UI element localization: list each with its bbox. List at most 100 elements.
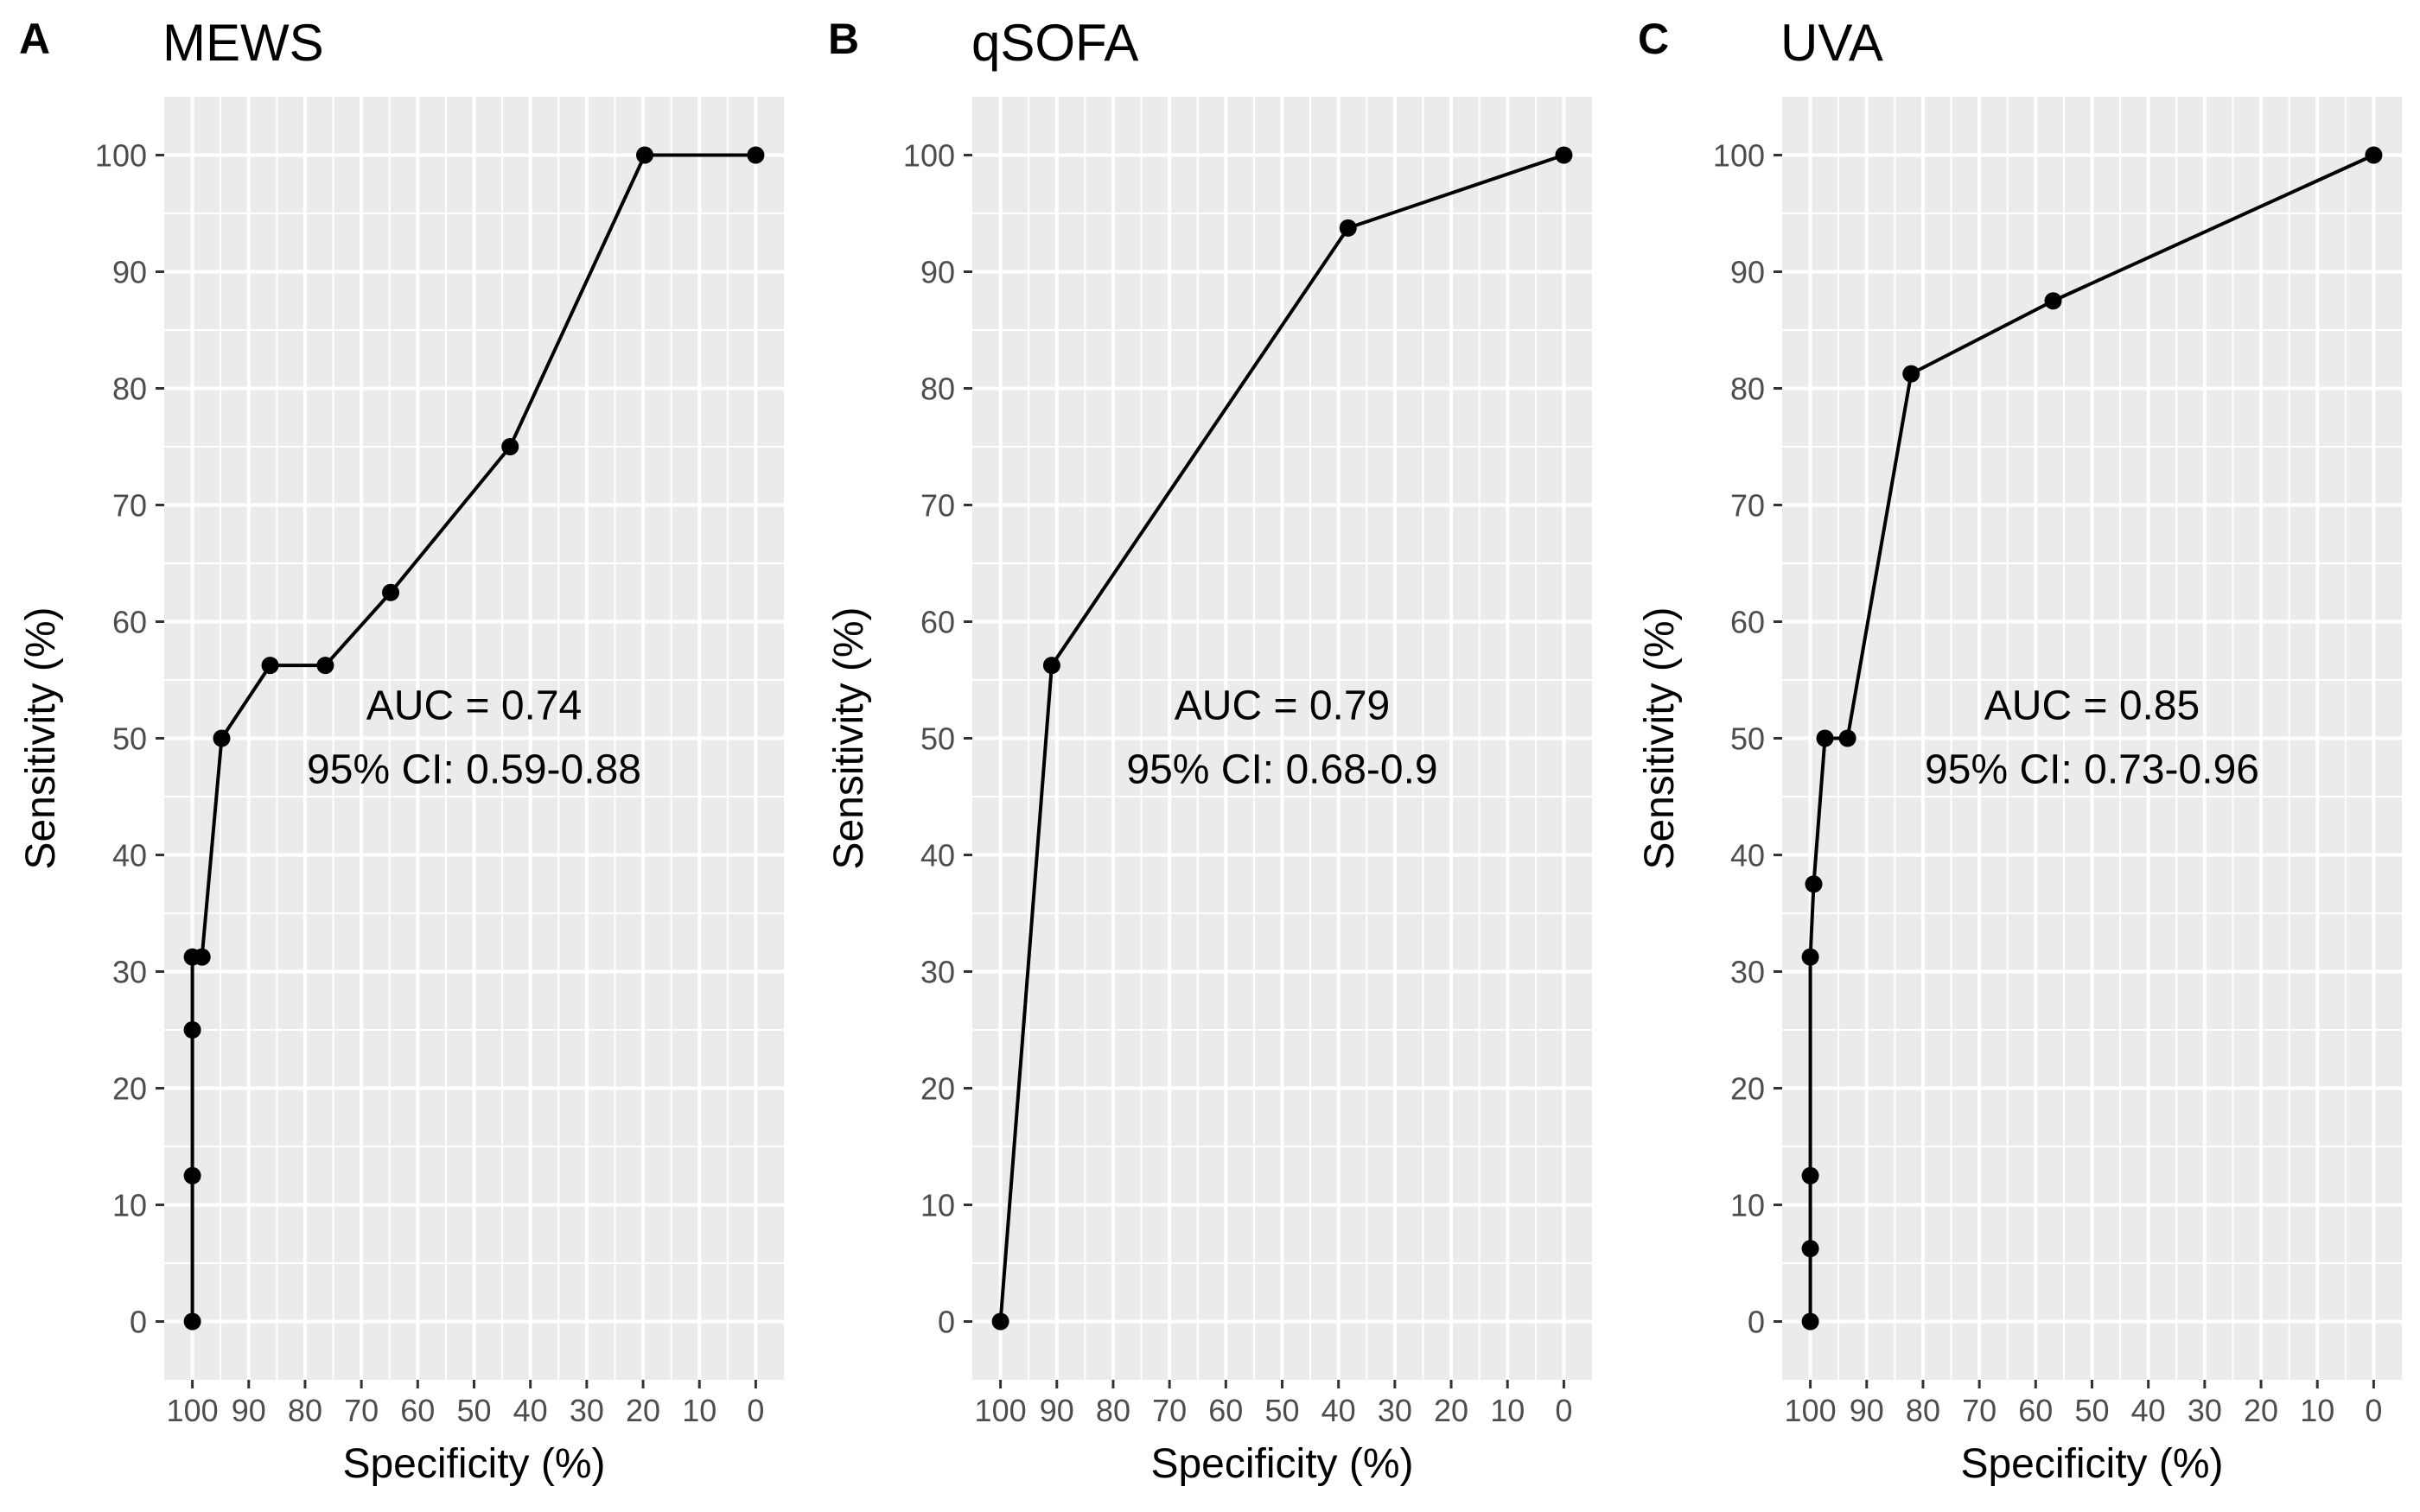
roc-point (636, 146, 654, 164)
y-tick-label: 40 (1730, 838, 1765, 874)
y-tick-label: 50 (112, 721, 147, 757)
y-tick-label: 90 (1730, 255, 1765, 290)
y-tick-label: 20 (1730, 1071, 1765, 1107)
roc-point (501, 438, 519, 455)
panel-tag: A (19, 15, 50, 63)
x-tick-label: 10 (682, 1393, 716, 1428)
ci-annotation: 95% CI: 0.59-0.88 (307, 747, 641, 793)
x-tick-label: 40 (1321, 1393, 1356, 1428)
roc-curve-line (1808, 153, 2375, 1322)
y-tick-label: 90 (112, 255, 147, 290)
x-tick-label: 20 (1434, 1393, 1468, 1428)
y-tick-label: 100 (95, 138, 147, 174)
y-axis-title: Sensitivity (%) (18, 607, 64, 869)
roc-point (2044, 292, 2062, 310)
y-tick-label: 40 (920, 838, 955, 874)
y-tick-label: 0 (130, 1305, 147, 1340)
panel-title: UVA (1780, 14, 1883, 72)
roc-point (382, 583, 400, 601)
x-tick-label: 100 (1785, 1393, 1837, 1428)
y-tick-label: 10 (1730, 1188, 1765, 1223)
y-tick-label: 70 (1730, 488, 1765, 524)
x-tick-label: 70 (1152, 1393, 1187, 1428)
x-tick-label: 60 (2018, 1393, 2053, 1428)
roc-point (1805, 875, 1823, 893)
y-tick-label: 80 (112, 372, 147, 407)
y-tick-label: 90 (920, 255, 955, 290)
roc-point (1801, 1312, 1819, 1331)
roc-point (1816, 729, 1834, 747)
x-axis-title: Specificity (%) (342, 1441, 605, 1487)
x-tick-label: 80 (1906, 1393, 1940, 1428)
roc-point (193, 948, 211, 966)
y-axis-title: Sensitivity (%) (1637, 607, 1683, 869)
y-tick-label: 100 (1713, 138, 1765, 174)
x-tick-label: 20 (2244, 1393, 2278, 1428)
y-tick-label: 10 (920, 1188, 955, 1223)
roc-point (183, 1166, 201, 1185)
panel-tag: C (1638, 15, 1669, 63)
x-tick-label: 90 (1850, 1393, 1884, 1428)
x-tick-label: 90 (1040, 1393, 1074, 1428)
x-tick-label: 70 (344, 1393, 379, 1428)
auc-annotation: AUC = 0.85 (1984, 683, 2200, 729)
auc-annotation: AUC = 0.74 (366, 683, 582, 729)
roc-point (1902, 365, 1920, 383)
x-tick-label: 60 (400, 1393, 435, 1428)
y-tick-label: 70 (112, 488, 147, 524)
y-tick-label: 20 (112, 1071, 147, 1107)
x-tick-label: 70 (1962, 1393, 1996, 1428)
roc-point (1801, 1240, 1819, 1258)
x-tick-label: 0 (747, 1393, 764, 1428)
y-tick-label: 20 (920, 1071, 955, 1107)
x-tick-label: 30 (570, 1393, 604, 1428)
roc-point (183, 1021, 201, 1039)
x-axis-title: Specificity (%) (1150, 1441, 1413, 1487)
ci-annotation: 95% CI: 0.73-0.96 (1925, 747, 2259, 793)
y-tick-label: 0 (1748, 1305, 1765, 1340)
roc-point (1838, 729, 1856, 747)
panel-title: qSOFA (971, 14, 1138, 72)
y-tick-label: 50 (920, 721, 955, 757)
roc-point (1555, 146, 1573, 164)
x-tick-label: 50 (1264, 1393, 1299, 1428)
y-tick-label: 10 (112, 1188, 147, 1223)
x-tick-label: 40 (513, 1393, 548, 1428)
ci-annotation: 95% CI: 0.68-0.9 (1126, 747, 1437, 793)
y-tick-label: 40 (112, 838, 147, 874)
x-tick-label: 60 (1208, 1393, 1243, 1428)
y-tick-label: 80 (920, 372, 955, 407)
roc-point (1801, 948, 1819, 966)
y-tick-label: 0 (938, 1305, 955, 1340)
y-axis-title: Sensitivity (%) (826, 607, 872, 869)
y-tick-label: 60 (1730, 605, 1765, 640)
x-tick-label: 10 (2300, 1393, 2334, 1428)
x-tick-label: 90 (232, 1393, 266, 1428)
roc-curve-line (998, 153, 1565, 1322)
y-tick-label: 30 (112, 955, 147, 990)
roc-curve-line (190, 153, 756, 1322)
x-tick-label: 100 (167, 1393, 219, 1428)
y-tick-label: 80 (1730, 372, 1765, 407)
panel-tag: B (828, 15, 859, 63)
x-tick-label: 80 (288, 1393, 322, 1428)
x-tick-label: 0 (1555, 1393, 1572, 1428)
x-tick-label: 80 (1096, 1393, 1130, 1428)
roc-point (213, 729, 231, 747)
roc-point (747, 146, 765, 164)
roc-point (183, 1312, 201, 1331)
x-tick-label: 100 (975, 1393, 1027, 1428)
x-tick-label: 10 (1490, 1393, 1525, 1428)
x-tick-label: 0 (2365, 1393, 2382, 1428)
auc-annotation: AUC = 0.79 (1175, 683, 1390, 729)
roc-point (1042, 657, 1060, 675)
x-tick-label: 50 (2074, 1393, 2109, 1428)
panel-c: 100 90 80 70 60 50 40 30 20 10 0010203040506070809… (1637, 14, 2402, 1487)
y-tick-label: 60 (112, 605, 147, 640)
panel-b: 100 90 80 70 60 50 40 30 20 10 0010203040506070809… (826, 14, 1592, 1487)
y-tick-label: 50 (1730, 721, 1765, 757)
x-tick-label: 20 (626, 1393, 660, 1428)
x-tick-label: 40 (2131, 1393, 2166, 1428)
roc-point (991, 1312, 1009, 1331)
